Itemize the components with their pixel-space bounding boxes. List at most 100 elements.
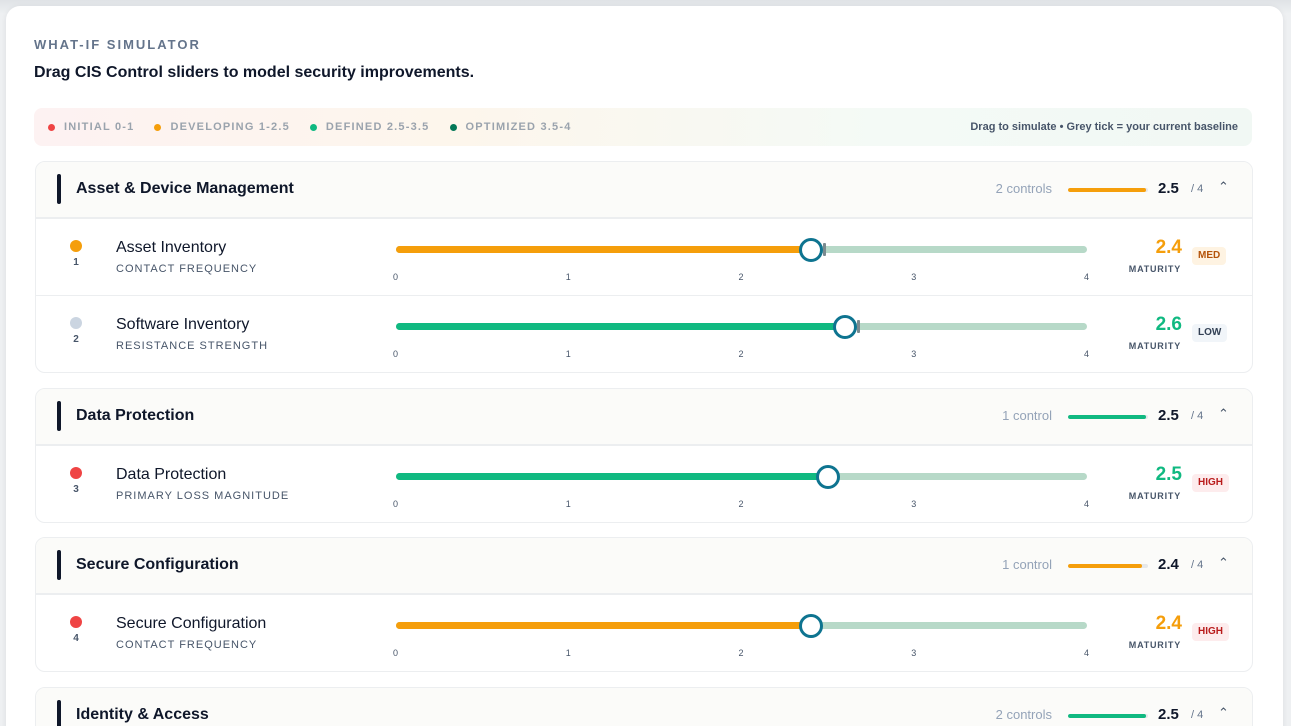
slider-handle[interactable]	[833, 315, 858, 339]
group-header[interactable]: Data Protection 1 control 2.5 / 4 ⌃	[36, 389, 1252, 445]
scale-tick-label: 0	[393, 272, 399, 282]
baseline-tick	[857, 320, 861, 333]
maturity-slider[interactable]	[396, 473, 1087, 480]
control-group: Secure Configuration 1 control 2.4 / 4 ⌃ 4 Sec…	[35, 537, 1253, 672]
scale-tick-label: 2	[738, 349, 744, 359]
maturity-value: 2.5	[1155, 464, 1182, 485]
scale-tick-label: 0	[393, 648, 399, 658]
group-score-denominator: / 4	[1191, 183, 1204, 195]
group-score-bar	[1068, 714, 1148, 718]
control-group: Identity & Access 2 controls 2.5 / 4 ⌃	[35, 687, 1253, 726]
legend-hint: Drag to simulate • Grey tick = your curr…	[970, 121, 1238, 133]
dot-icon	[309, 123, 317, 131]
control-number: 3	[73, 484, 79, 495]
control-number: 4	[73, 633, 79, 644]
scale-tick-label: 4	[1084, 349, 1090, 359]
group-control-count: 1 control	[1002, 408, 1052, 423]
section-eyebrow: WHAT-IF SIMULATOR	[34, 37, 201, 52]
scale-tick-label: 4	[1084, 648, 1090, 658]
maturity-value: 2.4	[1155, 237, 1182, 258]
chevron-up-icon[interactable]: ⌃	[1218, 555, 1229, 570]
legend-label: OPTIMIZED 3.5-4	[465, 121, 572, 133]
maturity-slider[interactable]	[396, 622, 1087, 629]
scale-tick-label: 2	[738, 648, 744, 658]
group-title: Asset & Device Management	[76, 180, 294, 197]
simulator-card: WHAT-IF SIMULATOR Drag CIS Control slide…	[6, 6, 1283, 726]
section-subtitle: Drag CIS Control sliders to model securi…	[34, 64, 475, 81]
control-row: 1 Asset Inventory CONTACT FREQUENCY 2.4 MATU…	[36, 218, 1252, 295]
control-name: Secure Configuration	[116, 615, 267, 632]
maturity-slider[interactable]	[396, 246, 1087, 253]
legend-label: DEVELOPING 1-2.5	[170, 121, 290, 133]
scale-tick-label: 0	[393, 499, 399, 509]
legend-label: INITIAL 0-1	[64, 121, 135, 133]
group-control-count: 1 control	[1002, 557, 1052, 572]
group-score-denominator: / 4	[1191, 559, 1204, 571]
control-factor: RESISTANCE STRENGTH	[116, 340, 269, 352]
scale-tick-label: 1	[565, 349, 571, 359]
group-score-denominator: / 4	[1191, 709, 1204, 721]
scale-tick-label: 3	[911, 349, 917, 359]
group-score-denominator: / 4	[1191, 410, 1204, 422]
chevron-up-icon[interactable]: ⌃	[1218, 179, 1229, 194]
group-header[interactable]: Identity & Access 2 controls 2.5 / 4 ⌃	[36, 688, 1252, 726]
risk-badge: HIGH	[1192, 623, 1229, 641]
legend-item: DEVELOPING 1-2.5	[154, 121, 289, 133]
control-factor: CONTACT FREQUENCY	[116, 639, 258, 651]
status-dot-icon	[70, 240, 82, 252]
maturity-label: MATURITY	[1128, 264, 1181, 274]
group-accent-bar	[57, 550, 61, 580]
dot-icon	[449, 123, 457, 131]
scale-tick-label: 4	[1084, 272, 1090, 282]
group-score-fill	[1068, 415, 1146, 419]
risk-badge: MED	[1192, 247, 1227, 265]
status-dot-icon	[70, 467, 82, 479]
slider-fill	[396, 473, 828, 480]
control-group: Data Protection 1 control 2.5 / 4 ⌃ 3 Data Pro…	[35, 388, 1253, 523]
legend-item: OPTIMIZED 3.5-4	[449, 121, 572, 133]
scale-tick-label: 3	[911, 272, 917, 282]
legend-label: DEFINED 2.5-3.5	[325, 121, 430, 133]
control-row: 2 Software Inventory RESISTANCE STRENGTH 2.…	[36, 295, 1252, 372]
group-title: Identity & Access	[76, 706, 209, 723]
scale-tick-label: 1	[565, 648, 571, 658]
group-score-bar	[1068, 564, 1148, 568]
group-header[interactable]: Secure Configuration 1 control 2.4 / 4 ⌃	[36, 538, 1252, 594]
maturity-label: MATURITY	[1128, 341, 1181, 351]
chevron-up-icon[interactable]: ⌃	[1218, 406, 1229, 421]
scale-tick-label: 2	[738, 272, 744, 282]
chevron-up-icon[interactable]: ⌃	[1218, 705, 1229, 720]
risk-badge: HIGH	[1192, 474, 1229, 492]
dot-icon	[154, 123, 162, 131]
group-accent-bar	[57, 700, 61, 726]
slider-handle[interactable]	[815, 465, 840, 489]
scale-tick-label: 0	[393, 349, 399, 359]
control-number: 1	[73, 257, 79, 268]
group-accent-bar	[57, 174, 61, 204]
group-accent-bar	[57, 401, 61, 431]
control-row: 4 Secure Configuration CONTACT FREQUENCY 2.…	[36, 594, 1252, 671]
status-dot-icon	[70, 317, 82, 329]
slider-handle[interactable]	[798, 614, 823, 638]
group-score-fill	[1068, 188, 1146, 192]
control-name: Asset Inventory	[116, 239, 227, 256]
group-score: 2.5	[1158, 180, 1179, 197]
control-name: Data Protection	[116, 466, 227, 483]
slider-handle[interactable]	[798, 238, 823, 262]
maturity-slider[interactable]	[396, 323, 1087, 330]
risk-badge: LOW	[1192, 324, 1228, 342]
slider-fill	[396, 622, 811, 629]
baseline-tick	[822, 243, 826, 256]
group-control-count: 2 controls	[995, 181, 1052, 196]
scale-tick-label: 4	[1084, 499, 1090, 509]
maturity-value: 2.6	[1155, 314, 1182, 335]
slider-fill	[396, 323, 846, 330]
maturity-legend: INITIAL 0-1 DEVELOPING 1-2.5 DEFINED 2.5-3…	[34, 108, 1252, 146]
group-title: Data Protection	[76, 407, 195, 424]
scale-tick-label: 2	[738, 499, 744, 509]
group-score-fill	[1068, 564, 1143, 568]
group-header[interactable]: Asset & Device Management 2 controls 2.5 / …	[36, 162, 1252, 218]
slider-fill	[396, 246, 811, 253]
control-factor: CONTACT FREQUENCY	[116, 263, 258, 275]
scale-tick-label: 3	[911, 499, 917, 509]
